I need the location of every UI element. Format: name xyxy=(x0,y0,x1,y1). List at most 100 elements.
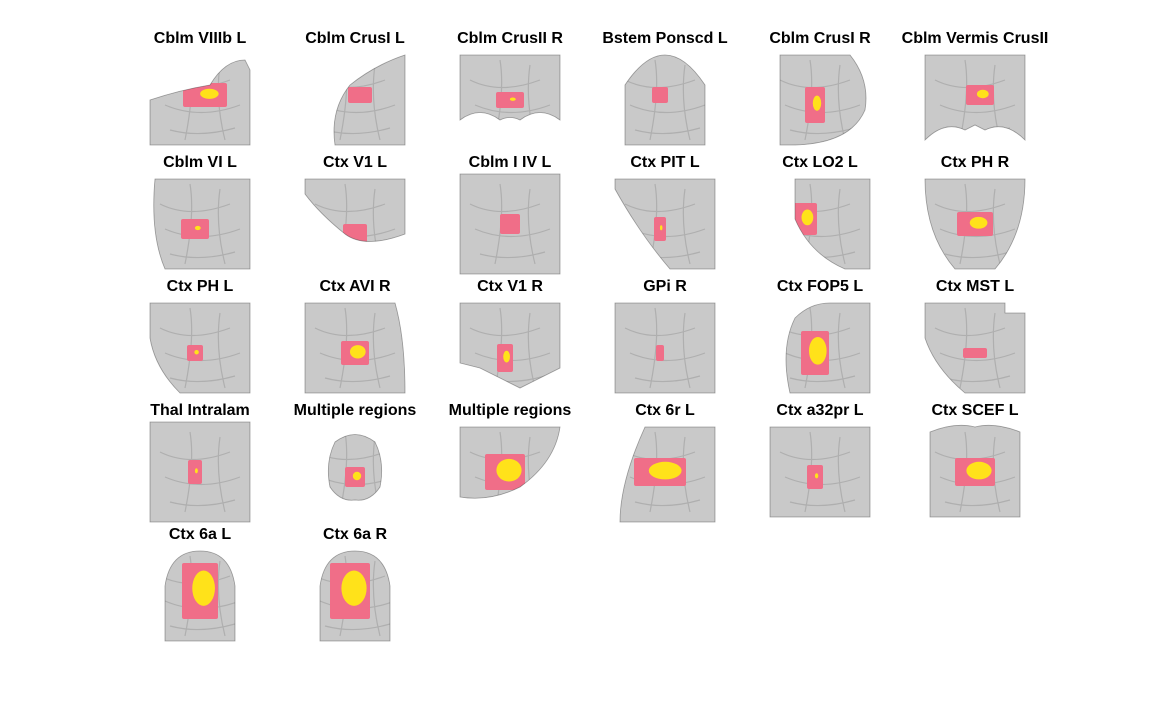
brain-slice-image xyxy=(624,54,706,146)
brain-slice-image xyxy=(614,302,716,394)
brain-slice-image xyxy=(149,302,251,394)
activation-blob xyxy=(656,345,664,361)
activation-blob xyxy=(963,348,987,358)
brain-panel: Ctx a32pr L xyxy=(760,402,880,526)
activation-blob xyxy=(807,465,823,489)
activation-blob xyxy=(188,460,202,484)
activation-peak xyxy=(659,225,663,231)
brain-slice-image xyxy=(304,302,406,394)
activation-peak xyxy=(966,461,992,480)
panel-title: Ctx V1 L xyxy=(322,154,387,171)
brain-slice-image xyxy=(153,178,251,270)
brain-panel: Ctx AVI R xyxy=(295,278,415,402)
brain-slice-image xyxy=(619,426,716,523)
brain-slice-image xyxy=(459,302,561,389)
panel-title: Ctx PH L xyxy=(166,278,234,295)
activation-blob xyxy=(348,87,372,103)
brain-panel: Ctx 6r L xyxy=(605,402,725,526)
brain-slice-image xyxy=(327,434,383,501)
brain-slice-image xyxy=(924,178,1026,270)
panel-title: Cblm Vermis CrusII xyxy=(901,30,1049,47)
panel-title: Cblm CrusI R xyxy=(769,30,871,47)
panel-title: Cblm I IV L xyxy=(468,154,552,171)
panel-title: GPi R xyxy=(643,278,687,295)
panel-title: Multiple regions xyxy=(293,402,417,419)
brain-panel: Ctx PIT L xyxy=(605,154,725,278)
brain-panel: Ctx PH R xyxy=(915,154,1035,278)
panel-title: Ctx V1 R xyxy=(477,278,543,295)
activation-peak xyxy=(814,473,819,479)
activation-peak xyxy=(194,349,199,355)
brain-slice-image xyxy=(459,426,561,499)
panel-title: Ctx FOP5 L xyxy=(776,278,864,295)
panel-title: Cblm CrusII R xyxy=(457,30,563,47)
panel-title: Cblm CrusI L xyxy=(305,30,405,47)
activation-blob xyxy=(496,92,524,108)
brain-slice-image xyxy=(333,54,406,146)
brain-slice-image xyxy=(164,550,236,642)
activation-peak xyxy=(648,461,682,480)
activation-peak xyxy=(194,225,201,231)
brain-slice-image xyxy=(149,59,251,146)
activation-peak xyxy=(801,209,814,226)
activation-peak xyxy=(341,570,367,606)
activation-peak xyxy=(200,88,219,99)
brain-slice-image xyxy=(929,424,1021,518)
panel-title: Ctx LO2 L xyxy=(782,154,858,171)
panel-title: Ctx AVI R xyxy=(319,278,391,295)
brain-panel: Ctx SCEF L xyxy=(915,402,1035,526)
brain-panel: Multiple regions xyxy=(294,402,416,526)
panel-title: Ctx SCEF L xyxy=(931,402,1019,419)
brain-panel: Ctx V1 R xyxy=(450,278,570,402)
brain-panel: Ctx V1 L xyxy=(295,154,415,278)
brain-slice-image xyxy=(769,426,871,518)
panel-title: Ctx 6a L xyxy=(168,526,232,543)
activation-peak xyxy=(976,89,989,99)
brain-slice-image xyxy=(459,54,561,121)
panel-title: Ctx MST L xyxy=(935,278,1015,295)
panel-title: Multiple regions xyxy=(448,402,572,419)
brain-panel: Ctx PH L xyxy=(140,278,260,402)
brain-slice-image xyxy=(924,54,1026,141)
panel-title: Bstem Ponscd L xyxy=(602,30,728,47)
brain-slice-image xyxy=(319,550,391,642)
panel-title: Cblm VIIIb L xyxy=(153,30,247,47)
brain-slice-image xyxy=(459,173,561,275)
activation-peak xyxy=(808,336,827,365)
brain-panel: Ctx MST L xyxy=(915,278,1035,402)
brain-panel: Cblm CrusI L xyxy=(295,30,415,154)
activation-peak xyxy=(509,97,516,101)
brain-panel: Cblm VIIIb L xyxy=(140,30,260,154)
panel-title: Ctx PH R xyxy=(940,154,1010,171)
brain-slice-image xyxy=(794,178,871,270)
brain-panel: Cblm I IV L xyxy=(450,154,570,278)
activation-blob xyxy=(652,87,668,103)
brain-panel: Ctx 6a R xyxy=(295,526,415,650)
panel-title: Cblm VI L xyxy=(163,154,237,171)
activation-blob xyxy=(181,219,209,239)
brain-panel: Ctx FOP5 L xyxy=(760,278,880,402)
activation-peak xyxy=(192,570,215,606)
activation-peak xyxy=(503,350,510,363)
activation-peak xyxy=(194,468,198,474)
brain-slice-image xyxy=(149,421,251,523)
brain-panel: Thal Intralam xyxy=(140,402,260,526)
brain-panel: Cblm Vermis CrusII xyxy=(902,30,1048,154)
brain-panel: Cblm VI L xyxy=(140,154,260,278)
activation-blob xyxy=(654,217,666,241)
activation-blob xyxy=(500,214,520,234)
panel-title: Ctx PIT L xyxy=(630,154,700,171)
brain-panel: Cblm CrusI R xyxy=(760,30,880,154)
brain-panel: Ctx LO2 L xyxy=(760,154,880,278)
brain-panel: Ctx 6a L xyxy=(140,526,260,650)
activation-peak xyxy=(352,471,362,481)
activation-peak xyxy=(969,216,988,229)
brain-slice-image xyxy=(614,178,716,270)
brain-slice-image xyxy=(779,54,867,146)
brain-panel: Cblm CrusII R xyxy=(450,30,570,154)
brain-slice-image xyxy=(924,302,1026,394)
activation-peak xyxy=(812,95,822,111)
activation-peak xyxy=(349,345,366,359)
panel-title: Ctx a32pr L xyxy=(776,402,864,419)
brain-slice-image xyxy=(304,178,406,242)
